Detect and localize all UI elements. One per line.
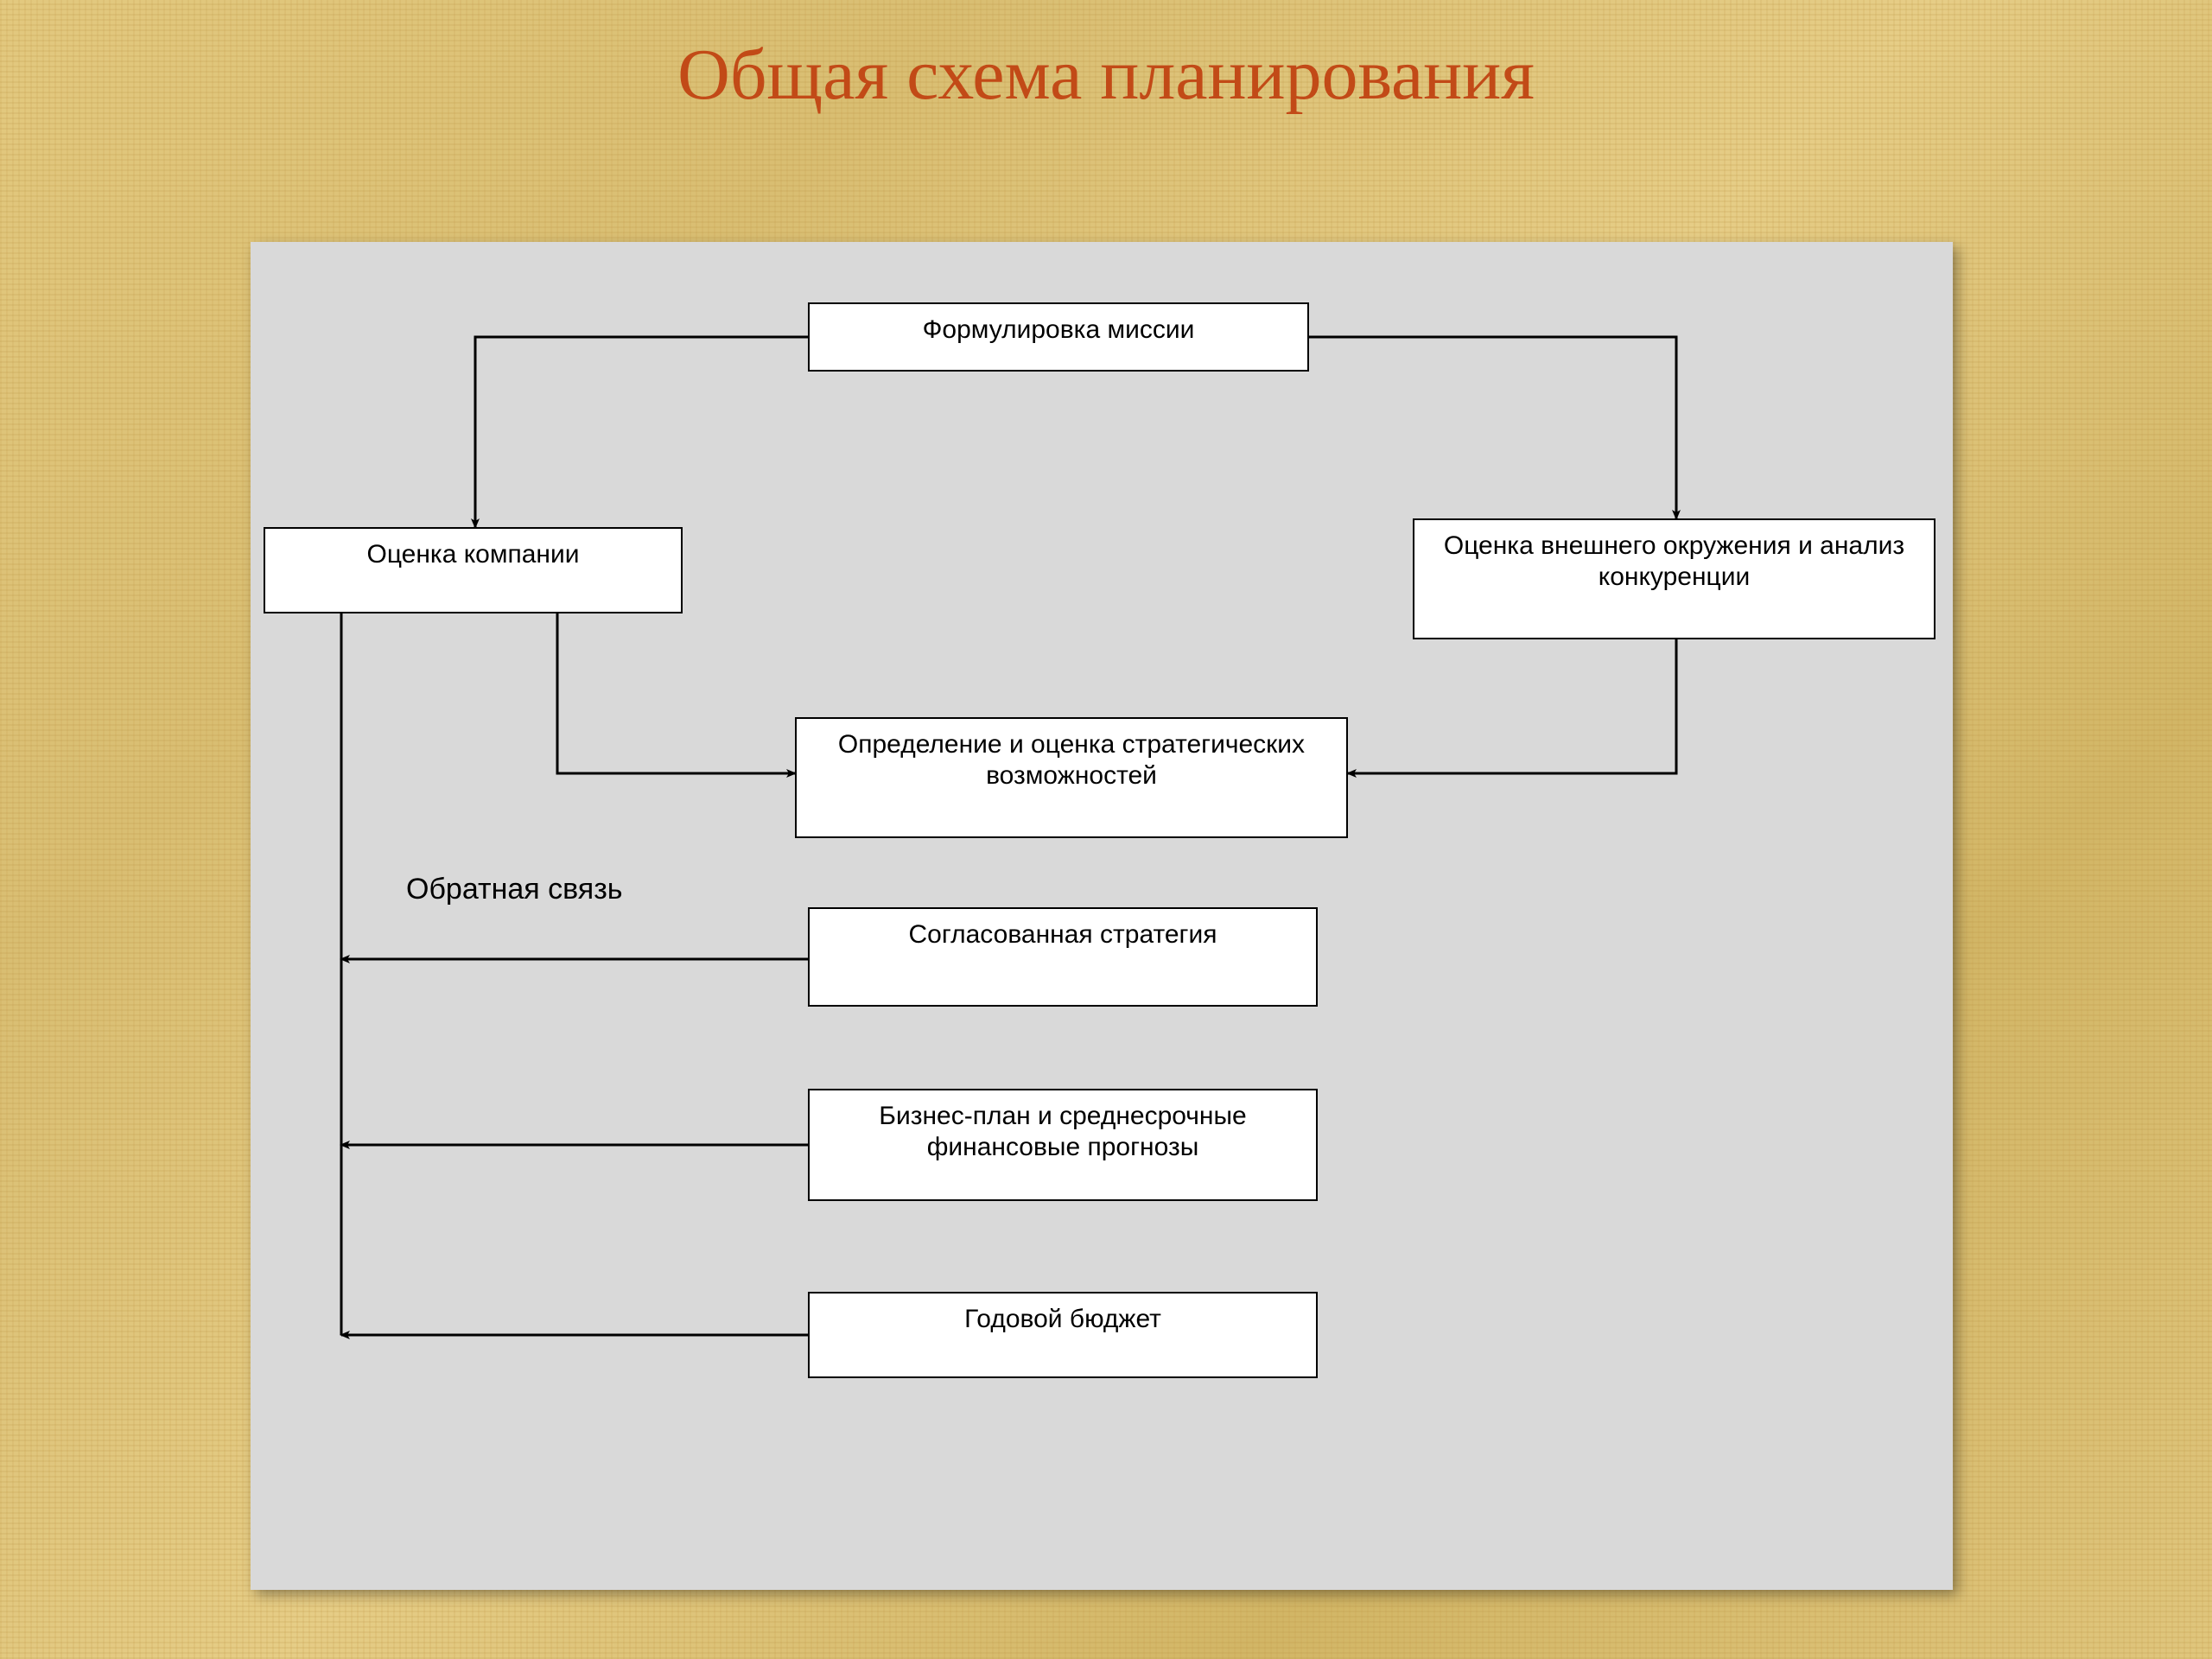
node-label: Определение и оценка стратегических возм… xyxy=(805,729,1338,791)
node-label: Согласованная стратегия xyxy=(908,919,1217,950)
node-label: Оценка компании xyxy=(366,539,579,570)
edge-company-to-options xyxy=(557,613,795,773)
node-mission: Формулировка миссии xyxy=(808,302,1309,372)
node-bizplan: Бизнес-план и среднесрочные финансовые п… xyxy=(808,1089,1318,1201)
page-background: Общая схема планирования Формулировка ми… xyxy=(0,0,2212,1659)
node-budget: Годовой бюджет xyxy=(808,1292,1318,1378)
edge-mission-to-company xyxy=(475,337,808,527)
edge-mission-to-external xyxy=(1309,337,1676,518)
node-label: Годовой бюджет xyxy=(964,1304,1161,1335)
page-title: Общая схема планирования xyxy=(0,33,2212,117)
node-label: Формулировка миссии xyxy=(923,315,1195,346)
node-options: Определение и оценка стратегических возм… xyxy=(795,717,1348,838)
node-label: Бизнес-план и среднесрочные финансовые п… xyxy=(818,1101,1307,1163)
node-external: Оценка внешнего окружения и анализ конку… xyxy=(1413,518,1936,639)
node-label: Оценка внешнего окружения и анализ конку… xyxy=(1423,531,1925,593)
feedback-label: Обратная связь xyxy=(406,873,623,906)
edge-external-to-options xyxy=(1348,639,1676,773)
node-strategy: Согласованная стратегия xyxy=(808,907,1318,1007)
node-company: Оценка компании xyxy=(264,527,683,613)
diagram-panel: Формулировка миссии Оценка компании Оцен… xyxy=(251,242,1953,1590)
